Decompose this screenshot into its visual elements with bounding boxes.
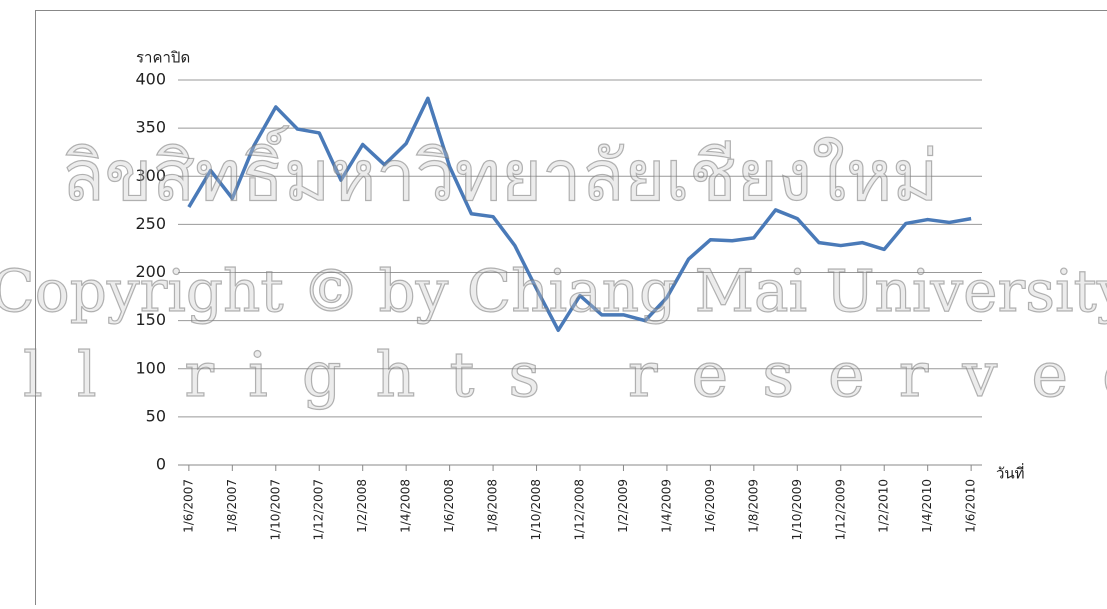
x-tick-label: 1/12/2007 [312,479,326,541]
x-tick-label: 1/8/2008 [486,479,500,533]
x-tick-label: 1/4/2010 [920,479,934,533]
x-tick-label: 1/8/2007 [225,479,239,533]
x-tick-label: 1/4/2008 [399,479,413,533]
x-tick-label: 1/2/2010 [877,479,891,533]
x-tick-label: 1/6/2007 [181,479,195,533]
watermark: All rights reserved [0,338,1107,411]
x-tick-label: 1/12/2009 [833,479,847,541]
y-tick-label: 400 [135,70,166,89]
x-tick-label: 1/6/2010 [964,479,978,533]
x-tick-label: 1/10/2009 [790,479,804,541]
x-tick-label: 1/8/2009 [746,479,760,533]
y-tick-label: 0 [156,455,166,474]
x-tick-label: 1/2/2008 [355,479,369,533]
x-tick-label: 1/2/2009 [616,479,630,533]
x-tick-label: 1/6/2009 [703,479,717,533]
x-tick-label: 1/10/2007 [268,479,282,541]
x-axis-label: วันที่ [996,463,1025,483]
x-tick-label: 1/4/2009 [659,479,673,533]
watermark: Copyright © by Chiang Mai University [0,257,1107,325]
y-tick-label: 350 [135,118,166,137]
x-tick-label: 1/12/2008 [573,479,587,541]
y-axis-label: ราคาปิด [136,49,190,67]
x-tick-label: 1/10/2008 [529,479,543,541]
watermark: ลิขสิทธิ์มหาวิทยาลัยเชียงใหม่ [62,126,939,217]
x-tick-label: 1/6/2008 [442,479,456,533]
